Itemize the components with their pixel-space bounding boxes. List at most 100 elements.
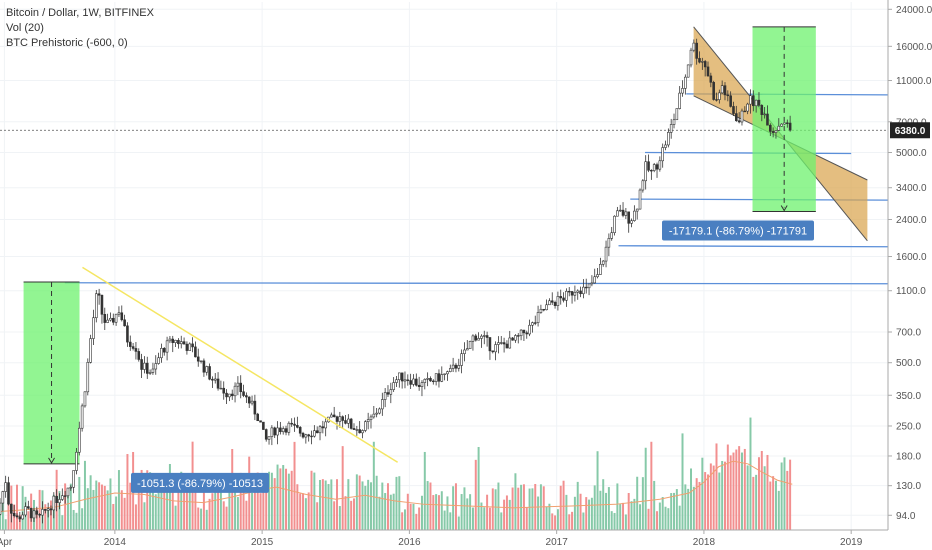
volume-bar xyxy=(389,494,392,530)
volume-bar xyxy=(4,519,7,530)
candle-body xyxy=(12,513,16,517)
measure-labels: -1051.3 (-86.79%) -10513 -17179.1 (-86.79… xyxy=(131,220,814,493)
measure-label-1: -17179.1 (-86.79%) -171791 xyxy=(669,226,807,238)
volume-bar xyxy=(358,475,361,530)
candle-body xyxy=(0,502,2,515)
candle-body xyxy=(78,427,81,453)
volume-bar xyxy=(718,472,721,530)
volume-bar xyxy=(766,454,769,530)
candle-body xyxy=(29,507,33,519)
volume-bar xyxy=(610,511,613,530)
candle-body xyxy=(720,85,724,94)
candle-body xyxy=(624,211,628,216)
volume-bar xyxy=(426,481,429,530)
candle-body xyxy=(565,290,568,301)
volume-bar xyxy=(290,470,293,530)
volume-bar xyxy=(452,486,455,530)
candle-body xyxy=(174,339,177,343)
volume-bar xyxy=(486,494,489,530)
candle-body xyxy=(250,400,254,404)
measure-label-bg-0 xyxy=(131,472,269,493)
volume-bar xyxy=(556,509,559,530)
candle-body xyxy=(191,343,194,348)
candle-body xyxy=(392,382,395,390)
volume-bar xyxy=(545,506,548,530)
volume-bar xyxy=(259,493,262,530)
volume-bar xyxy=(590,497,593,530)
volume-bar xyxy=(242,474,245,530)
volume-bar xyxy=(542,486,545,530)
candle-body xyxy=(128,341,132,347)
volume-bar xyxy=(701,457,704,530)
volume-bar xyxy=(599,490,602,530)
candle-body xyxy=(446,371,449,375)
volume-bar xyxy=(395,476,398,530)
candle-body xyxy=(225,392,228,398)
candle-body xyxy=(678,92,681,109)
candle-body xyxy=(406,379,410,381)
prehistoric-indicator-label[interactable]: BTC Prehistoric (-600, 0) xyxy=(6,37,128,49)
volume-bar xyxy=(692,486,695,530)
candle-body xyxy=(349,418,353,429)
volume-bar xyxy=(304,498,307,530)
candle-body xyxy=(497,342,500,345)
candle-body xyxy=(712,82,715,100)
volume-bar xyxy=(58,491,61,530)
volume-bar xyxy=(350,500,353,530)
volume-bar xyxy=(607,487,610,530)
volume-bar xyxy=(517,487,520,530)
candle-body xyxy=(754,99,758,107)
volume-bar xyxy=(531,488,534,530)
volume-bar xyxy=(704,472,707,530)
candles xyxy=(0,38,792,524)
volume-bar xyxy=(709,463,712,530)
volume-indicator-label[interactable]: Vol (20) xyxy=(6,22,44,34)
candle-body xyxy=(369,416,373,420)
volume-bar xyxy=(740,452,743,530)
candle-body xyxy=(1,491,5,504)
support-level-4 xyxy=(64,282,889,285)
candle-body xyxy=(613,215,616,234)
candle-body xyxy=(689,49,693,66)
candle-body xyxy=(579,290,582,295)
volume-bar xyxy=(200,508,203,530)
candle-body xyxy=(245,395,248,398)
volume-bar xyxy=(38,489,41,530)
volume-bar xyxy=(619,504,622,530)
candle-body xyxy=(211,378,214,381)
volume-bar xyxy=(483,507,486,530)
volume-bar xyxy=(333,501,336,530)
volume-bar xyxy=(729,455,732,530)
volume-bar xyxy=(307,492,310,530)
symbol-title[interactable]: Bitcoin / Dollar, 1W, BITFINEX xyxy=(6,7,154,19)
volume-bar xyxy=(732,452,735,530)
volume-bar xyxy=(154,494,157,530)
candle-body xyxy=(35,510,39,515)
candle-body xyxy=(415,378,418,386)
volume-bars xyxy=(0,417,792,530)
volume-bar xyxy=(605,492,608,530)
candle-body xyxy=(262,421,265,430)
volume-bar xyxy=(219,490,222,530)
time-tick-label: 2014 xyxy=(104,537,127,548)
candle-body xyxy=(358,429,361,434)
candle-body xyxy=(675,108,679,121)
volume-bar xyxy=(681,433,684,530)
volume-bar xyxy=(471,507,474,530)
candle-body xyxy=(58,499,61,503)
candle-body xyxy=(21,514,24,520)
volume-bar xyxy=(381,482,384,530)
volume-bar xyxy=(143,502,146,530)
candle-body xyxy=(242,391,245,396)
candle-body xyxy=(633,210,636,221)
candle-body xyxy=(774,130,778,133)
candle-body xyxy=(182,341,186,345)
candle-body xyxy=(412,378,415,385)
candle-body xyxy=(366,419,370,422)
candle-body xyxy=(641,180,645,191)
volume-bar xyxy=(149,472,152,530)
volume-bar xyxy=(251,492,254,530)
candle-body xyxy=(273,427,276,436)
price-tick-label: 250.0 xyxy=(896,421,921,432)
